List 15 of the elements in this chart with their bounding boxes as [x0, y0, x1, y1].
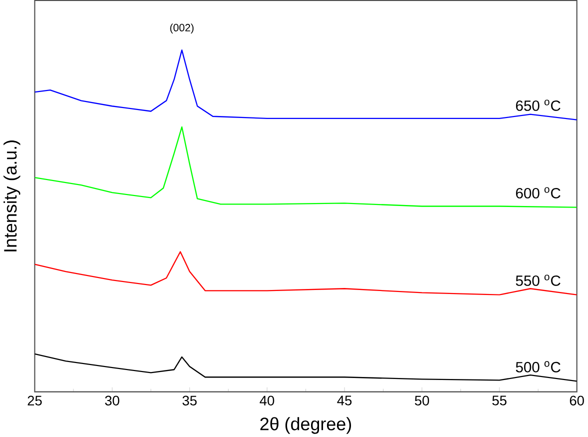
x-tick-label: 30: [105, 396, 120, 406]
x-tick-label: 50: [414, 396, 430, 406]
series-label: 550 $^{o}$C: [516, 274, 560, 286]
x-tick-label: 35: [182, 396, 197, 406]
text: (002): [170, 23, 194, 34]
x-tick-label: 40: [260, 396, 274, 406]
x-tick-label: 25: [28, 396, 42, 406]
x-axis-title: 2θ (degree): [260, 416, 351, 434]
x-tick-label: 55: [492, 396, 506, 406]
series-label: 500 $^{o}$C: [516, 360, 560, 372]
x-tick-label: 45: [337, 396, 352, 406]
series-label: 600 $^{o}$C: [516, 187, 560, 198]
x-tick-label: 60: [570, 396, 584, 406]
y-axis-title: Intensity (a.u.): [4, 140, 20, 252]
series-label: 650 $^{o}$C: [516, 100, 560, 111]
